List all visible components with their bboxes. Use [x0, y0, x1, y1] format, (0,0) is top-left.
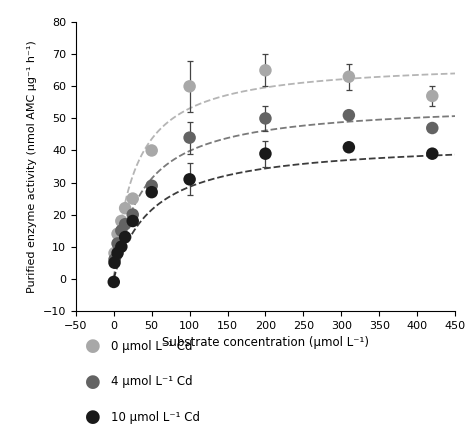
Text: 0 μmol L⁻¹ Cd: 0 μmol L⁻¹ Cd — [111, 340, 193, 353]
Point — [345, 144, 353, 151]
Point — [148, 182, 155, 189]
Point — [428, 92, 436, 99]
Point — [428, 124, 436, 131]
Point — [262, 115, 269, 122]
Point — [110, 278, 118, 285]
Point — [111, 250, 118, 257]
Text: 10 μmol L⁻¹ Cd: 10 μmol L⁻¹ Cd — [111, 411, 201, 424]
Point — [129, 195, 137, 202]
Point — [111, 259, 118, 266]
Point — [186, 83, 193, 90]
Point — [186, 134, 193, 141]
Text: 4 μmol L⁻¹ Cd: 4 μmol L⁻¹ Cd — [111, 375, 193, 388]
Point — [118, 218, 125, 225]
Point — [114, 230, 121, 238]
Text: ●: ● — [85, 337, 101, 355]
Point — [114, 250, 121, 257]
Point — [148, 189, 155, 196]
Point — [428, 150, 436, 157]
Point — [114, 240, 121, 247]
Y-axis label: Purified enzyme activity (nmol AMC μg⁻¹ h⁻¹): Purified enzyme activity (nmol AMC μg⁻¹ … — [27, 40, 37, 293]
Point — [262, 67, 269, 74]
Text: ●: ● — [85, 408, 101, 426]
Point — [129, 218, 137, 225]
Point — [345, 111, 353, 119]
Text: ●: ● — [85, 373, 101, 391]
Point — [121, 234, 129, 241]
X-axis label: Substrate concentration (μmol L⁻¹): Substrate concentration (μmol L⁻¹) — [162, 336, 369, 349]
Point — [118, 243, 125, 250]
Point — [121, 221, 129, 228]
Point — [345, 73, 353, 80]
Point — [118, 227, 125, 234]
Point — [262, 150, 269, 157]
Point — [148, 147, 155, 154]
Point — [186, 176, 193, 183]
Point — [129, 211, 137, 218]
Point — [111, 256, 118, 263]
Point — [121, 205, 129, 212]
